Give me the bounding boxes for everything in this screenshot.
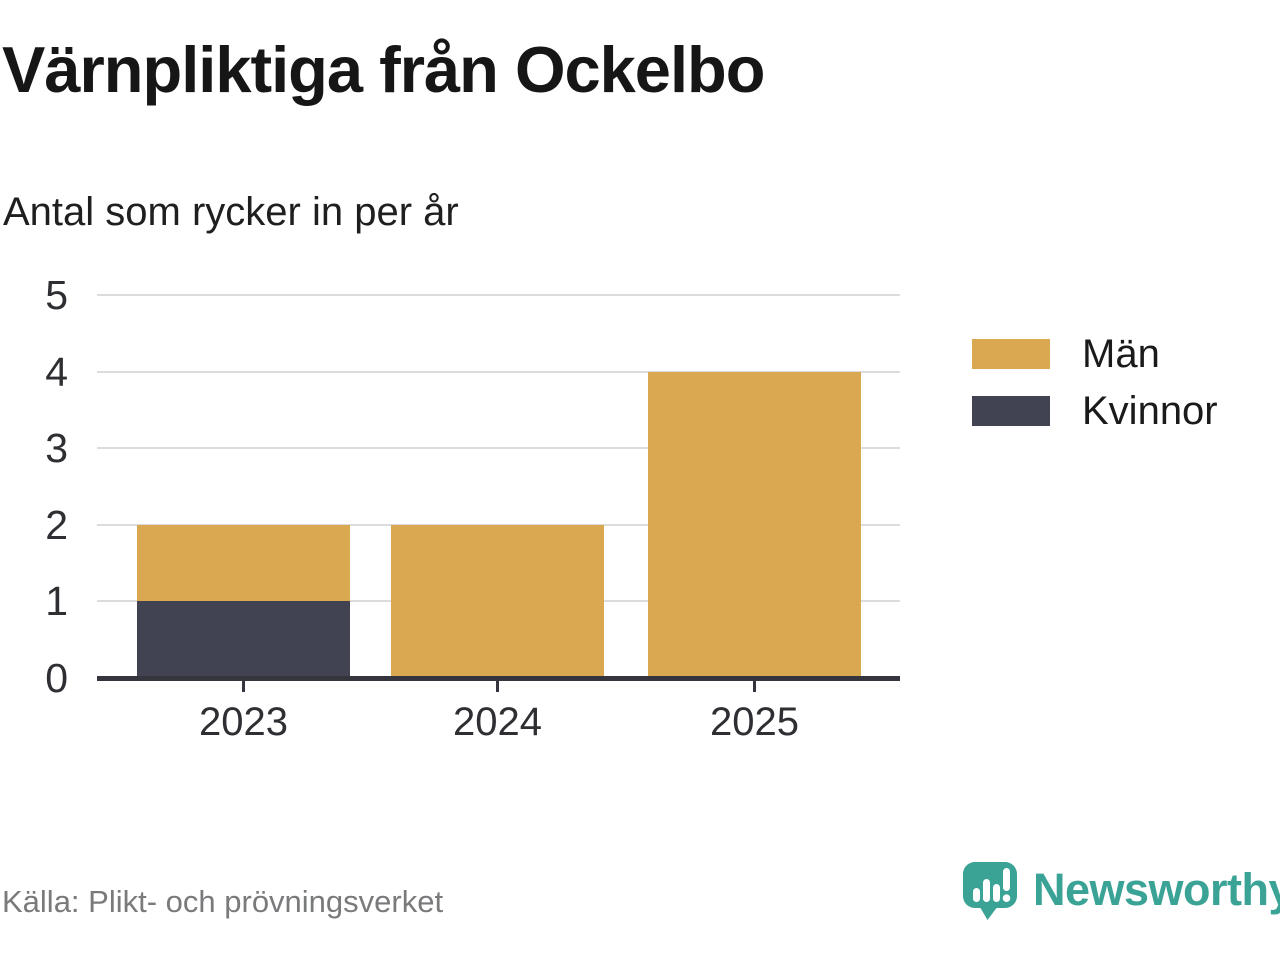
x-tick-2024 xyxy=(496,681,499,692)
bar-2025-män xyxy=(648,371,861,678)
x-axis-label-2023: 2023 xyxy=(199,700,288,744)
x-axis-line xyxy=(97,676,900,681)
source-attribution: Källa: Plikt- och prövningsverket xyxy=(2,884,444,919)
gridline-y4 xyxy=(97,370,900,373)
x-axis-label-2025: 2025 xyxy=(710,700,799,744)
brand-name: Newsworthy xyxy=(1033,864,1280,915)
legend-label-kvinnor: Kvinnor xyxy=(1082,389,1218,433)
gridline-y3 xyxy=(97,447,900,450)
y-axis-label-2: 2 xyxy=(45,501,68,548)
speech-bubble-bar-chart-icon xyxy=(963,862,1017,920)
legend-swatch-kvinnor xyxy=(972,396,1050,426)
bar-2024-män xyxy=(391,524,604,678)
legend-label-man: Män xyxy=(1082,332,1160,376)
bar-2023-kvinnor xyxy=(137,601,350,678)
x-tick-2025 xyxy=(753,681,756,692)
chart-subtitle: Antal som rycker in per år xyxy=(3,190,459,234)
y-axis-label-5: 5 xyxy=(45,272,68,318)
x-axis-label-2024: 2024 xyxy=(453,700,542,744)
bar-2023-män xyxy=(137,524,350,602)
y-axis-label-4: 4 xyxy=(45,348,68,395)
chart-title: Värnpliktiga från Ockelbo xyxy=(2,33,765,106)
gridline-y5 xyxy=(97,294,900,296)
y-axis-label-0: 0 xyxy=(45,655,68,701)
legend-swatch-man xyxy=(972,339,1050,369)
x-tick-2023 xyxy=(242,681,245,692)
y-axis-label-3: 3 xyxy=(45,425,68,472)
y-axis-label-1: 1 xyxy=(45,578,68,625)
